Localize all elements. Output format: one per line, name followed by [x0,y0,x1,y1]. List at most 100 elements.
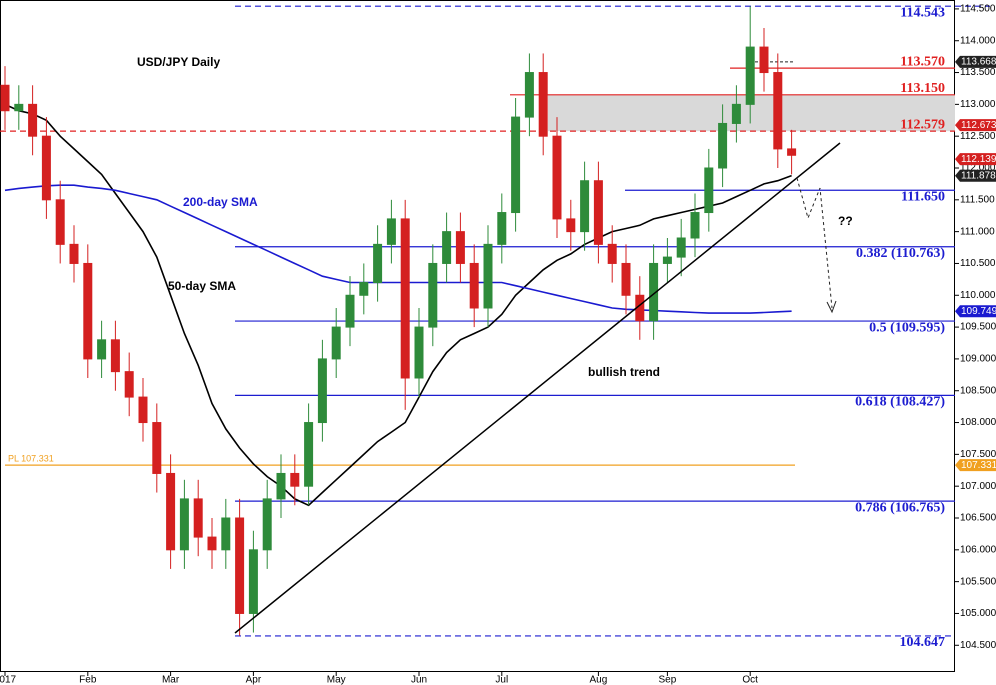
axis-tag-label: 113.668 [961,56,996,67]
candle-body [97,339,107,360]
y-tick-label: 106.000 [960,544,996,555]
candle-body [621,262,631,296]
axis-tag-label: 112.673 [961,120,996,131]
x-tick-label: Sep [659,675,677,685]
candle-body [193,498,203,538]
candle-body [414,326,424,379]
axis-tag [955,55,996,68]
candle-body [262,498,272,551]
candle-body [483,243,493,309]
x-tick-label: Jun [411,675,427,685]
candle-body [704,167,714,214]
candle-body [662,256,672,264]
question-label: ?? [838,214,853,228]
level-label: 114.543 [900,5,945,20]
candle-body [110,339,120,373]
candle-body [690,212,700,239]
candle-body [179,498,189,551]
candle-body [745,46,755,105]
candle-body [386,218,396,245]
y-tick-label: 105.500 [960,576,996,587]
y-tick-label: 112.500 [960,131,996,142]
labels-layer: 104.500 105.000 105.500 106.000 106.500 107.0… [0,4,996,685]
candles-layer [0,6,797,636]
candle-body [248,549,258,614]
candle-body [400,218,410,379]
candle-body [290,472,300,487]
level-label: 111.650 [901,189,945,204]
x-tick-label: Aug [590,675,608,685]
candle-body [649,262,659,322]
y-tick-label: 114.000 [960,35,996,46]
y-tick-label: 110.000 [960,290,996,301]
y-tick-label: 107.500 [960,449,996,460]
candle-body [759,46,769,74]
candle-body [69,243,79,264]
y-tick-label: 111.500 [960,194,995,205]
y-tick-label: 110.500 [960,258,996,269]
candle-body [276,472,286,500]
x-tick-label: Oct [742,675,758,685]
candle-body [469,262,479,309]
candle-body [442,231,452,264]
axis-tag-label: 109.749 [961,306,996,317]
candle-body [166,472,176,551]
candle-body [0,84,10,112]
sma-line [4,103,792,507]
arrow-head [826,300,837,314]
axis-tag [955,119,996,132]
candle-body [14,103,24,112]
y-tick-label: 108.000 [960,417,996,428]
sma-line [4,184,792,314]
x-tick-label: Apr [246,675,262,685]
axis-tag [955,153,996,166]
candle-body [41,135,51,201]
candle-body [428,262,438,328]
level-label: 0.618 (108.427) [855,395,945,410]
y-tick-label: 114.500 [960,4,996,15]
candle-body [566,218,576,233]
y-tick-label: 108.500 [960,385,996,396]
candle-body [773,72,783,150]
axis-tag [955,305,996,318]
candle-body [28,103,38,137]
level-label: 0.5 (109.595) [869,320,945,335]
trend-line [234,142,841,634]
level-label: 0.382 (110.763) [856,246,945,261]
y-tick-label: 112.000 [960,163,996,174]
axis-tag-label: 111.878 [961,170,996,181]
level-label: 0.786 (106.765) [855,500,945,515]
axis-tag [955,169,996,182]
candle-body [497,212,507,245]
level-label: 113.150 [900,81,945,96]
sma200-label: 200-day SMA [183,195,258,209]
candle-body [580,180,590,233]
candle-body [345,294,355,328]
x-tick-label: Jul [495,675,508,685]
level-label: 112.579 [900,117,945,132]
candle-body [511,116,521,214]
y-tick-label: 105.000 [960,608,996,619]
candle-body [676,237,686,258]
candle-body [593,180,603,245]
y-tick-label: 109.000 [960,354,996,365]
level-label: 113.570 [900,54,945,69]
sma50-label: 50-day SMA [168,279,236,293]
x-tick-label: Feb [79,675,97,685]
y-tick-label: 109.500 [960,322,996,333]
candle-body [152,422,162,474]
candle-body [124,371,134,398]
scenario-arrow [796,177,833,309]
y-tick-label: 107.000 [960,481,996,492]
candle-body [331,326,341,360]
candle-body [524,72,534,118]
candle-body [359,282,369,296]
candle-body [373,243,383,284]
y-tick-label: 106.500 [960,513,996,524]
candle-body [552,135,562,220]
candle-body [304,422,314,487]
candle-body [455,231,465,264]
y-tick-label: 113.000 [960,99,996,110]
level-label: 104.647 [900,635,946,650]
